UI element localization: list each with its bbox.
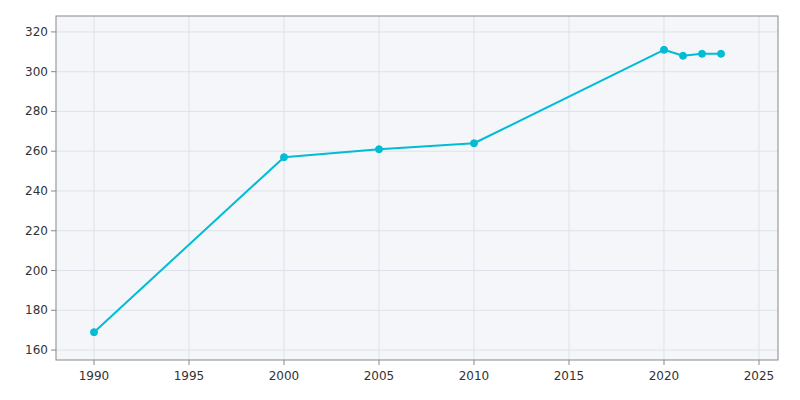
x-tick <box>474 360 475 365</box>
x-grid-line <box>284 16 285 360</box>
y-grid-line <box>56 151 778 152</box>
y-tick-label: 280 <box>25 104 48 118</box>
point <box>699 50 706 57</box>
point <box>91 329 98 336</box>
y-tick <box>51 151 56 152</box>
y-grid-line <box>56 350 778 351</box>
series <box>91 46 725 335</box>
plot-background <box>56 16 778 360</box>
x-tick-label: 2005 <box>364 369 395 383</box>
chart-container: 1990 1995 2000 2005 2010 2015 2020 2025 160 180 20… <box>0 0 800 400</box>
x-tick-label: 2010 <box>459 369 490 383</box>
y-tick <box>51 310 56 311</box>
plot-frame <box>56 16 778 360</box>
y-tick-label: 220 <box>25 224 48 238</box>
y-tick <box>51 31 56 32</box>
point <box>680 52 687 59</box>
x-tick <box>284 360 285 365</box>
y-grid-line <box>56 310 778 311</box>
point <box>281 154 288 161</box>
chart-svg: 1990 1995 2000 2005 2010 2015 2020 2025 160 180 20… <box>0 0 800 400</box>
y-tick-label: 200 <box>25 264 48 278</box>
point <box>471 140 478 147</box>
y-tick-label: 260 <box>25 144 48 158</box>
x-tick <box>94 360 95 365</box>
x-tick-label: 1990 <box>79 369 110 383</box>
x-tick-label: 2015 <box>554 369 585 383</box>
y-tick-label: 240 <box>25 184 48 198</box>
x-tick-label: 2000 <box>269 369 300 383</box>
x-grid-line <box>569 16 570 360</box>
y-grid-line <box>56 71 778 72</box>
x-grid-line <box>474 16 475 360</box>
x-grid-line <box>94 16 95 360</box>
y-tick-label: 300 <box>25 65 48 79</box>
x-grid-line <box>759 16 760 360</box>
y-grid-line <box>56 230 778 231</box>
point <box>376 146 383 153</box>
x-grid-line <box>189 16 190 360</box>
y-grid-line <box>56 270 778 271</box>
x-tick-label: 2020 <box>649 369 680 383</box>
y-grid-line <box>56 190 778 191</box>
x-tick <box>759 360 760 365</box>
y-tick <box>51 111 56 112</box>
x-tick <box>189 360 190 365</box>
point <box>661 46 668 53</box>
y-tick <box>51 350 56 351</box>
tick-labels: 1990 1995 2000 2005 2010 2015 2020 2025 160 180 20… <box>25 25 774 383</box>
x-tick <box>664 360 665 365</box>
line <box>94 50 721 332</box>
x-tick <box>379 360 380 365</box>
y-grid-line <box>56 111 778 112</box>
y-tick <box>51 190 56 191</box>
y-tick-label: 320 <box>25 25 48 39</box>
x-grid-line <box>664 16 665 360</box>
point <box>718 50 725 57</box>
x-tick-label: 2025 <box>744 369 775 383</box>
x-tick <box>569 360 570 365</box>
y-grid-line <box>56 31 778 32</box>
x-tick-label: 1995 <box>174 369 205 383</box>
y-tick-label: 160 <box>25 343 48 357</box>
y-tick-label: 180 <box>25 303 48 317</box>
x-grid-line <box>379 16 380 360</box>
y-tick <box>51 270 56 271</box>
y-tick <box>51 230 56 231</box>
grid <box>51 16 778 365</box>
y-tick <box>51 71 56 72</box>
